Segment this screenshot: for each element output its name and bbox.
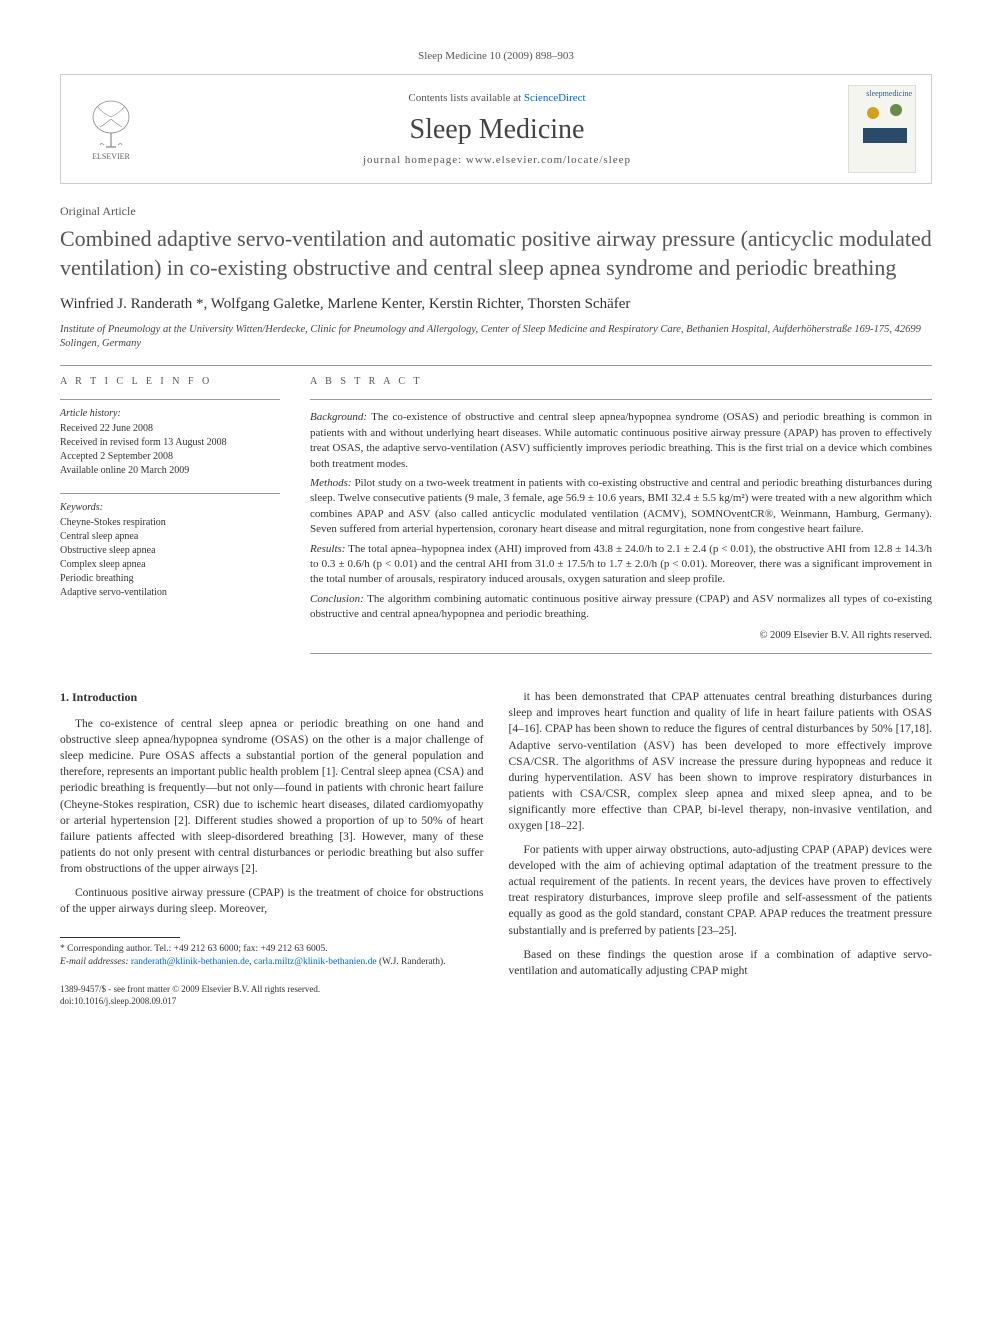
authors: Winfried J. Randerath *, Wolfgang Galetk… [60, 296, 932, 313]
footnote-divider [60, 937, 180, 938]
contents-available-line: Contents lists available at ScienceDirec… [146, 92, 848, 104]
article-info-section: A R T I C L E I N F O Article history: R… [60, 376, 280, 654]
email-suffix: (W.J. Randerath). [379, 957, 446, 967]
elsevier-logo: ELSEVIER [76, 89, 146, 169]
abstract-section: A B S T R A C T Background: The co-exist… [310, 376, 932, 654]
results-text: The total apnea–hypopnea index (AHI) imp… [310, 543, 932, 586]
section-heading: 1. Introduction [60, 689, 484, 706]
email-label: E-mail addresses: [60, 957, 129, 967]
copyright-line: © 2009 Elsevier B.V. All rights reserved… [310, 629, 932, 644]
cover-graphic-icon [858, 98, 912, 148]
body-p5: Based on these findings the question aro… [509, 947, 933, 979]
conclusion-label: Conclusion: [310, 593, 364, 605]
citation-line: Sleep Medicine 10 (2009) 898–903 [60, 50, 932, 62]
background-text: The co-existence of obstructive and cent… [310, 411, 932, 469]
homepage-prefix: journal homepage: [363, 154, 466, 166]
affiliation: Institute of Pneumology at the Universit… [60, 323, 932, 350]
elsevier-tree-icon [86, 97, 136, 152]
footer-line2: doi:10.1016/j.sleep.2008.09.017 [60, 995, 484, 1008]
journal-header: ELSEVIER Contents lists available at Sci… [60, 74, 932, 184]
footer-line1: 1389-9457/$ - see front matter © 2009 El… [60, 983, 484, 996]
journal-title: Sleep Medicine [146, 114, 848, 146]
sciencedirect-link[interactable]: ScienceDirect [524, 92, 586, 104]
body-p4: For patients with upper airway obstructi… [509, 842, 933, 939]
contents-prefix: Contents lists available at [408, 92, 523, 104]
body-p3: it has been demonstrated that CPAP atten… [509, 689, 933, 834]
body-column-right: it has been demonstrated that CPAP atten… [509, 689, 933, 1008]
conclusion-text: The algorithm combining automatic contin… [310, 593, 932, 620]
cover-text: sleepmedicine [852, 89, 912, 98]
elsevier-label: ELSEVIER [92, 152, 130, 161]
background-label: Background: [310, 411, 367, 423]
article-info-heading: A R T I C L E I N F O [60, 376, 280, 387]
keywords-text: Cheyne-Stokes respiration Central sleep … [60, 516, 280, 600]
methods-text: Pilot study on a two-week treatment in p… [310, 477, 932, 535]
body-p1: The co-existence of central sleep apnea … [60, 716, 484, 877]
article-type: Original Article [60, 204, 932, 219]
results-label: Results: [310, 543, 345, 555]
history-label: Article history: [60, 408, 280, 419]
email-link-2[interactable]: carla.miltz@klinik-bethanien.de [254, 957, 377, 967]
divider [60, 365, 932, 366]
email-link-1[interactable]: randerath@klinik-bethanien.de [131, 957, 249, 967]
homepage-line: journal homepage: www.elsevier.com/locat… [146, 154, 848, 166]
footnote-block: * Corresponding author. Tel.: +49 212 63… [60, 943, 484, 968]
article-title: Combined adaptive servo-ventilation and … [60, 225, 932, 282]
homepage-url[interactable]: www.elsevier.com/locate/sleep [466, 154, 631, 166]
methods-label: Methods: [310, 477, 352, 489]
footer-block: 1389-9457/$ - see front matter © 2009 El… [60, 983, 484, 1008]
keywords-label: Keywords: [60, 502, 280, 513]
abstract-heading: A B S T R A C T [310, 376, 932, 387]
body-column-left: 1. Introduction The co-existence of cent… [60, 689, 484, 1008]
body-p2: Continuous positive airway pressure (CPA… [60, 885, 484, 917]
history-text: Received 22 June 2008 Received in revise… [60, 422, 280, 478]
journal-cover-thumbnail: sleepmedicine [848, 85, 916, 173]
corresponding-author: * Corresponding author. Tel.: +49 212 63… [60, 943, 484, 955]
